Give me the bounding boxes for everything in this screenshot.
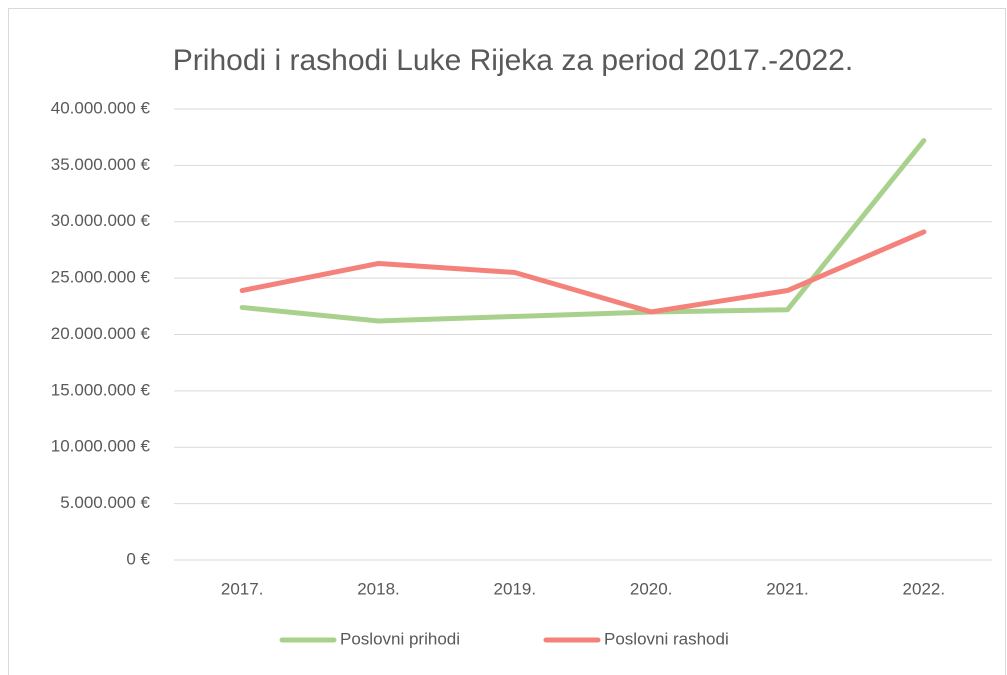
y-tick-label: 15.000.000 €: [51, 380, 151, 399]
legend-label: Poslovni rashodi: [604, 629, 729, 648]
y-tick-label: 5.000.000 €: [60, 493, 150, 512]
series-line: [239, 229, 927, 315]
x-tick-label: 2019.: [494, 579, 537, 598]
x-tick-label: 2020.: [630, 579, 673, 598]
y-tick-label: 40.000.000 €: [51, 98, 151, 117]
x-tick-label: 2022.: [903, 579, 946, 598]
y-tick-label: 20.000.000 €: [51, 324, 151, 343]
x-tick-label: 2021.: [766, 579, 809, 598]
y-tick-label: 35.000.000 €: [51, 155, 151, 174]
y-tick-label: 25.000.000 €: [51, 268, 151, 287]
x-tick-label: 2018.: [357, 579, 400, 598]
chart-border: [8, 8, 1006, 675]
y-tick-label: 30.000.000 €: [51, 211, 151, 230]
chart-title: Prihodi i rashodi Luke Rijeka za period …: [173, 44, 853, 77]
legend-label: Poslovni prihodi: [340, 629, 460, 648]
x-tick-label: 2017.: [221, 579, 264, 598]
y-tick-label: 10.000.000 €: [51, 437, 151, 456]
y-tick-label: 0 €: [126, 549, 150, 568]
